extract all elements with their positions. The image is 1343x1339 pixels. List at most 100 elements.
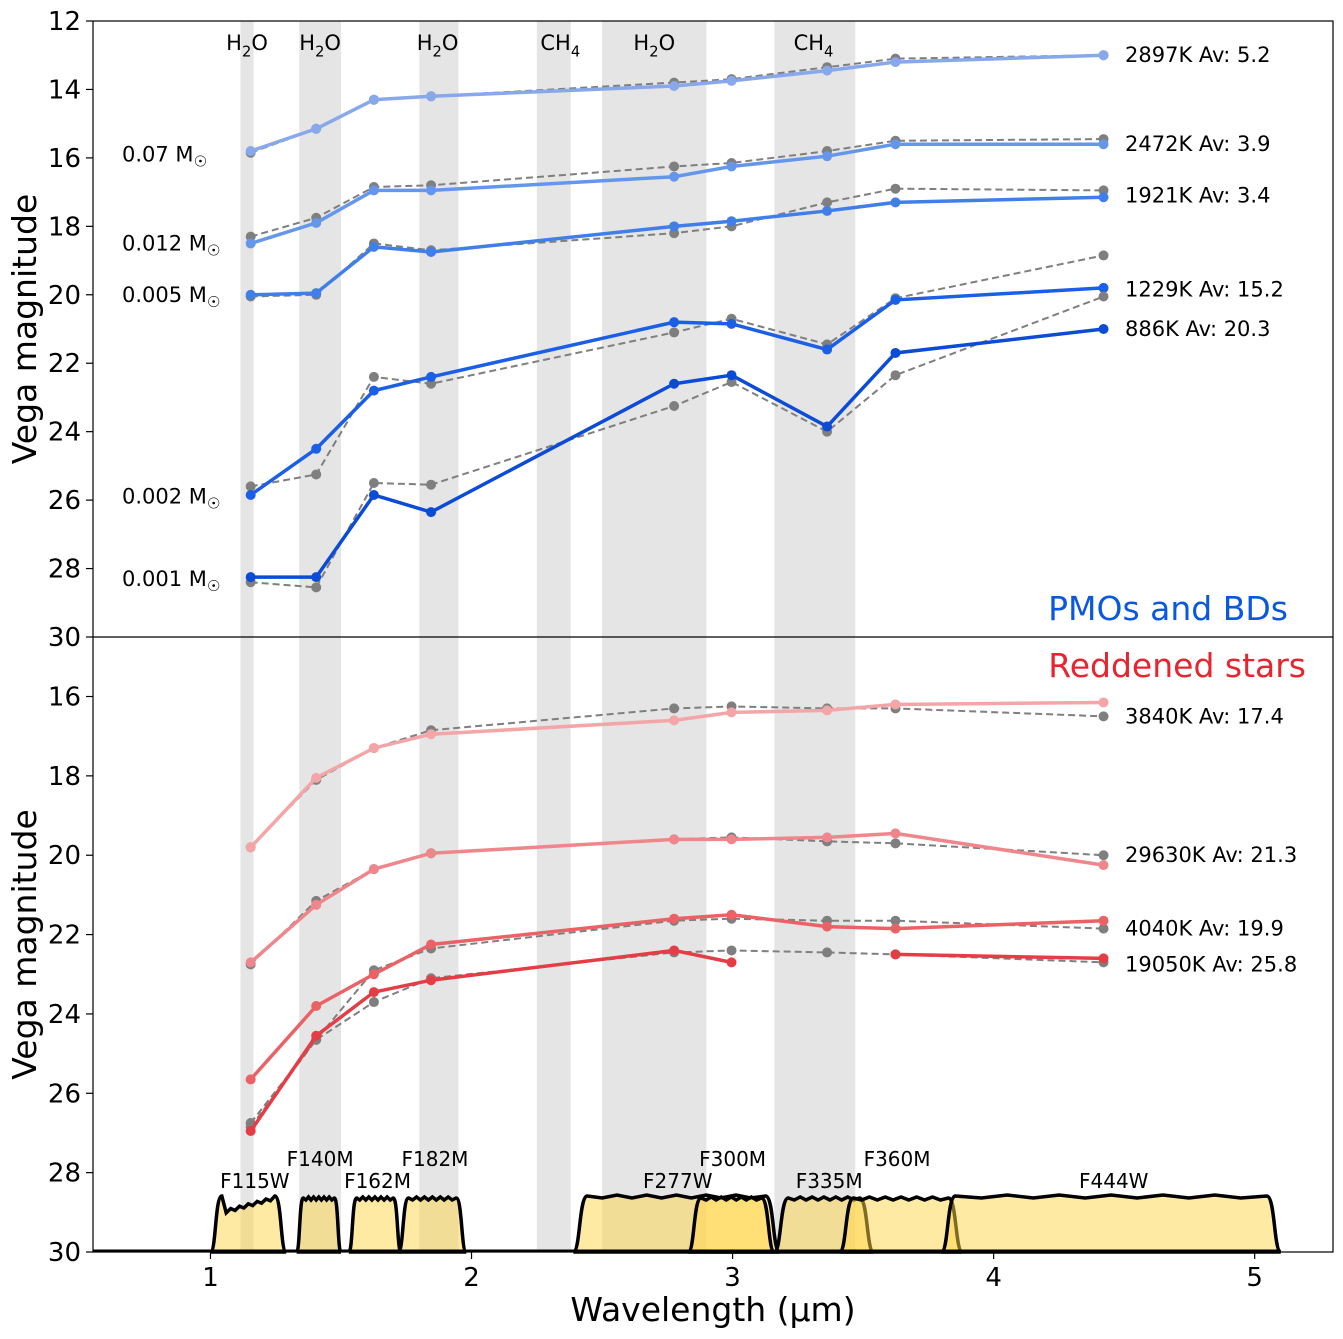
model-point-p1-s4-8 — [1098, 291, 1109, 302]
band-label-5: CH4 — [794, 31, 834, 60]
band-label-4: H2O — [633, 31, 675, 60]
series-point-p2-s0-3 — [426, 729, 437, 740]
series-point-p1-s4-5 — [726, 370, 737, 381]
y-tick-label-p2-24: 24 — [48, 1000, 81, 1030]
series-point-p1-s3-5 — [726, 318, 737, 329]
series-label-p1-s3: 1229K Av: 15.2 — [1125, 278, 1284, 302]
series-point-p1-s1-5 — [726, 161, 737, 172]
filter-label-f277w: F277W — [643, 1169, 713, 1193]
series-point-p2-s3-7 — [890, 949, 901, 960]
model-point-p1-s4-5 — [726, 377, 737, 388]
series-point-p1-s1-8 — [1098, 139, 1109, 150]
model-point-p1-s1-4 — [669, 161, 680, 172]
series-point-p2-s0-7 — [890, 699, 901, 710]
filter-label-f182m: F182M — [402, 1147, 469, 1171]
y-tick-label-p1-16: 16 — [48, 144, 81, 174]
series-label-p1-s0: 2897K Av: 5.2 — [1125, 43, 1270, 67]
model-line-p2-s1 — [249, 836, 1104, 966]
filter-curve-f300m — [686, 1194, 777, 1254]
model-point-p1-s4-7 — [890, 370, 901, 381]
model-point-p2-s0-8 — [1098, 711, 1109, 722]
y-tick-label-p1-18: 18 — [48, 212, 81, 242]
model-point-p1-s4-3 — [426, 479, 437, 490]
model-point-p2-s2-8 — [1098, 923, 1109, 934]
series-label-p1-s4: 886K Av: 20.3 — [1125, 317, 1270, 341]
series-point-p1-s2-4 — [669, 221, 680, 232]
series-point-p2-s1-7 — [890, 828, 901, 839]
y-tick-label-p1-30: 30 — [48, 623, 81, 653]
series-point-p1-s3-8 — [1098, 282, 1109, 293]
mass-label-0: 0.07 M☉ — [122, 142, 207, 170]
band-label-1: H2O — [299, 31, 341, 60]
filter-curve-f182m — [396, 1194, 469, 1254]
series-point-p2-s0-6 — [822, 705, 833, 716]
series-point-p1-s2-2 — [368, 241, 379, 252]
series-point-p2-s1-6 — [822, 832, 833, 843]
series-point-p1-s2-6 — [822, 205, 833, 216]
y-tick-label-p1-26: 26 — [48, 486, 81, 516]
filter-label-f335m: F335M — [796, 1169, 863, 1193]
y-tick-label-p1-28: 28 — [48, 555, 81, 585]
series-point-p2-s1-5 — [726, 834, 737, 845]
series-point-p1-s1-3 — [426, 185, 437, 196]
series-line-p2-s3 — [249, 948, 1104, 1132]
series-point-p2-s3-8 — [1098, 953, 1109, 964]
y-tick-label-p2-26: 26 — [48, 1079, 81, 1109]
model-point-p2-s3-2 — [368, 997, 379, 1008]
y-tick-label-p1-14: 14 — [48, 75, 81, 105]
series-label-p1-s2: 1921K Av: 3.4 — [1125, 184, 1270, 208]
series-label-p2-s0: 3840K Av: 17.4 — [1125, 704, 1284, 728]
data-series — [245, 50, 1109, 1136]
filter-label-f360m: F360M — [864, 1147, 931, 1171]
series-point-p1-s2-8 — [1098, 192, 1109, 203]
series-point-p2-s2-0 — [245, 1074, 256, 1085]
mass-label-1: 0.012 M☉ — [122, 231, 220, 259]
series-point-p2-s0-5 — [726, 707, 737, 718]
y-tick-label-p1-20: 20 — [48, 281, 81, 311]
band-label-3: CH4 — [540, 31, 580, 60]
series-point-p2-s1-0 — [245, 957, 256, 968]
model-point-p1-s4-1 — [311, 582, 322, 593]
model-point-p1-s2-6 — [822, 197, 833, 208]
series-point-p2-s1-8 — [1098, 860, 1109, 871]
series-point-p1-s0-7 — [890, 57, 901, 68]
series-point-p1-s0-5 — [726, 75, 737, 86]
series-point-p1-s2-1 — [311, 288, 322, 299]
filter-curves — [93, 1193, 1283, 1254]
series-point-p1-s2-0 — [245, 289, 256, 300]
series-point-p2-s2-6 — [822, 921, 833, 932]
series-label-p1-s1: 2472K Av: 3.9 — [1125, 132, 1270, 156]
x-tick-label-4: 4 — [985, 1263, 1002, 1293]
series-point-p1-s4-8 — [1098, 324, 1109, 334]
series-point-p2-s1-2 — [368, 864, 379, 875]
series-point-p1-s2-3 — [426, 247, 437, 257]
series-point-p1-s1-2 — [368, 185, 379, 196]
filter-curve-f115w — [208, 1194, 288, 1254]
series-point-p2-s0-8 — [1098, 697, 1109, 708]
series-point-p1-s1-1 — [311, 217, 322, 228]
model-line-p2-s2 — [249, 917, 1104, 1124]
model-point-p2-s3-6 — [822, 947, 833, 958]
series-point-p1-s0-6 — [822, 65, 833, 76]
series-point-p2-s2-7 — [890, 923, 901, 934]
filter-curve-f444w — [939, 1193, 1283, 1254]
y-tick-label-p2-18: 18 — [48, 762, 81, 792]
series-point-p1-s4-6 — [822, 421, 833, 432]
series-point-p1-s3-4 — [669, 317, 680, 328]
series-point-p2-s2-2 — [368, 969, 379, 980]
mass-label-4: 0.001 M☉ — [122, 567, 220, 595]
model-point-p2-s1-8 — [1098, 850, 1109, 861]
model-point-p1-s3-0 — [245, 481, 256, 492]
mass-label-3: 0.002 M☉ — [122, 485, 220, 513]
series-point-p2-s1-3 — [426, 848, 437, 859]
series-point-p2-s3-1 — [311, 1030, 322, 1041]
filter-label-f444w: F444W — [1079, 1169, 1149, 1193]
band-label-0: H2O — [226, 31, 268, 60]
panel-title-reddened: Reddened stars — [1048, 646, 1306, 685]
series-point-p2-s3-0 — [245, 1125, 256, 1136]
model-point-p2-s0-4 — [669, 703, 680, 714]
model-point-p1-s4-2 — [368, 478, 379, 488]
series-point-p1-s4-2 — [368, 489, 379, 500]
series-point-p1-s0-1 — [311, 123, 322, 134]
filter-label-f162m: F162M — [344, 1169, 411, 1193]
